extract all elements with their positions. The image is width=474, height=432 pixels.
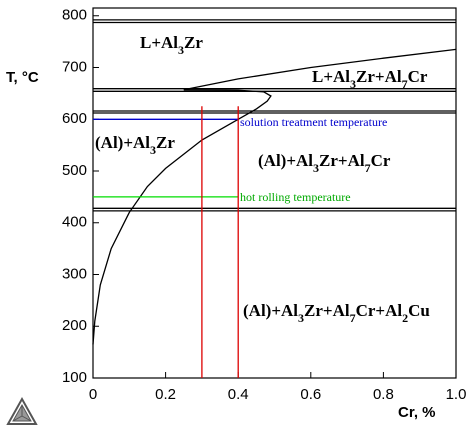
x-axis-label: Cr, % [398,404,436,421]
plot-frame [92,7,457,379]
logo [6,396,38,425]
y-tick-label: 400 [62,214,87,231]
x-tick-label: 0.8 [373,386,394,403]
y-axis-label: T, °C [6,69,39,86]
x-tick-label: 0.4 [228,386,249,403]
x-tick-label: 0 [89,386,97,403]
region-label: L+Al3Zr+Al7Cr [312,67,428,91]
region-label: (Al)+Al3Zr+Al7Cr [258,151,391,175]
annotation: hot rolling temperature [240,190,351,204]
phase-line [183,48,457,91]
y-tick-label: 600 [62,110,87,127]
y-tick-label: 300 [62,265,87,282]
x-tick-label: 1.0 [446,386,467,403]
region-label: (Al)+Al3Zr [95,133,175,157]
y-tick-label: 500 [62,162,87,179]
y-tick-label: 100 [62,369,87,386]
y-tick-label: 800 [62,7,87,24]
x-tick-label: 0.2 [155,386,176,403]
y-tick-label: 700 [62,58,87,75]
region-label: L+Al3Zr [140,33,203,57]
region-label: (Al)+Al3Zr+Al7Cr+Al2Cu [243,301,430,325]
y-tick-label: 200 [62,317,87,334]
annotation: solution treatment temperature [240,115,387,129]
x-tick-label: 0.6 [300,386,321,403]
